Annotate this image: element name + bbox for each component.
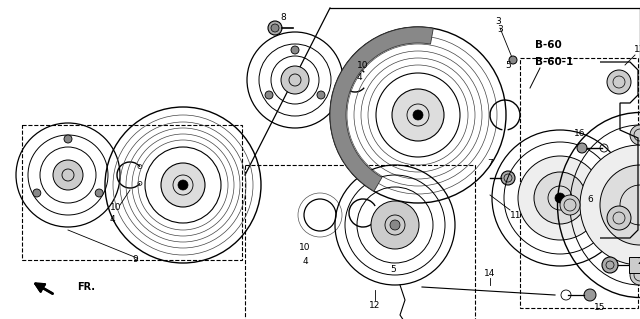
Circle shape	[509, 56, 517, 64]
Circle shape	[580, 145, 640, 265]
Circle shape	[392, 89, 444, 141]
Text: 4: 4	[110, 216, 116, 225]
Text: 10: 10	[357, 61, 369, 70]
Circle shape	[584, 289, 596, 301]
Polygon shape	[330, 27, 433, 191]
Text: 5: 5	[390, 265, 396, 275]
Text: B-60-1: B-60-1	[535, 57, 573, 67]
Text: 15: 15	[595, 303, 605, 313]
Text: 11: 11	[510, 211, 522, 219]
Circle shape	[33, 189, 41, 197]
Text: 12: 12	[369, 300, 381, 309]
Circle shape	[95, 189, 103, 197]
Text: 2: 2	[637, 257, 640, 266]
Circle shape	[317, 91, 325, 99]
Circle shape	[268, 21, 282, 35]
Circle shape	[607, 206, 631, 230]
Text: 16: 16	[574, 129, 586, 137]
Circle shape	[265, 91, 273, 99]
Circle shape	[64, 135, 72, 143]
Text: 10: 10	[110, 203, 122, 211]
Circle shape	[161, 163, 205, 207]
Text: 7: 7	[487, 160, 493, 168]
Text: 4: 4	[357, 73, 363, 83]
Circle shape	[178, 180, 188, 190]
Text: 6: 6	[587, 196, 593, 204]
Circle shape	[413, 110, 423, 120]
Bar	[22, 125, 242, 260]
Text: 13: 13	[634, 46, 640, 55]
Circle shape	[534, 172, 586, 224]
Text: 8: 8	[280, 13, 286, 23]
Text: 4: 4	[302, 257, 308, 266]
Bar	[629, 257, 640, 273]
Text: 3: 3	[497, 26, 503, 34]
Circle shape	[607, 70, 631, 94]
Text: 10: 10	[300, 243, 311, 253]
Text: B-60: B-60	[535, 40, 562, 50]
Circle shape	[630, 125, 640, 145]
Text: 5: 5	[505, 61, 511, 70]
Circle shape	[555, 193, 565, 203]
Text: 3: 3	[495, 18, 501, 26]
Text: 14: 14	[484, 269, 496, 278]
Circle shape	[577, 143, 587, 153]
Text: FR.: FR.	[77, 282, 95, 292]
Circle shape	[53, 160, 83, 190]
Circle shape	[602, 257, 618, 273]
Circle shape	[291, 46, 299, 54]
Circle shape	[630, 265, 640, 285]
Bar	[245, 165, 475, 319]
Circle shape	[518, 156, 602, 240]
Circle shape	[281, 66, 309, 94]
Circle shape	[600, 165, 640, 245]
Circle shape	[560, 195, 580, 215]
Circle shape	[390, 220, 400, 230]
Circle shape	[501, 171, 515, 185]
Circle shape	[371, 201, 419, 249]
Circle shape	[271, 24, 279, 32]
Text: 9: 9	[132, 256, 138, 264]
Bar	[520, 58, 638, 308]
